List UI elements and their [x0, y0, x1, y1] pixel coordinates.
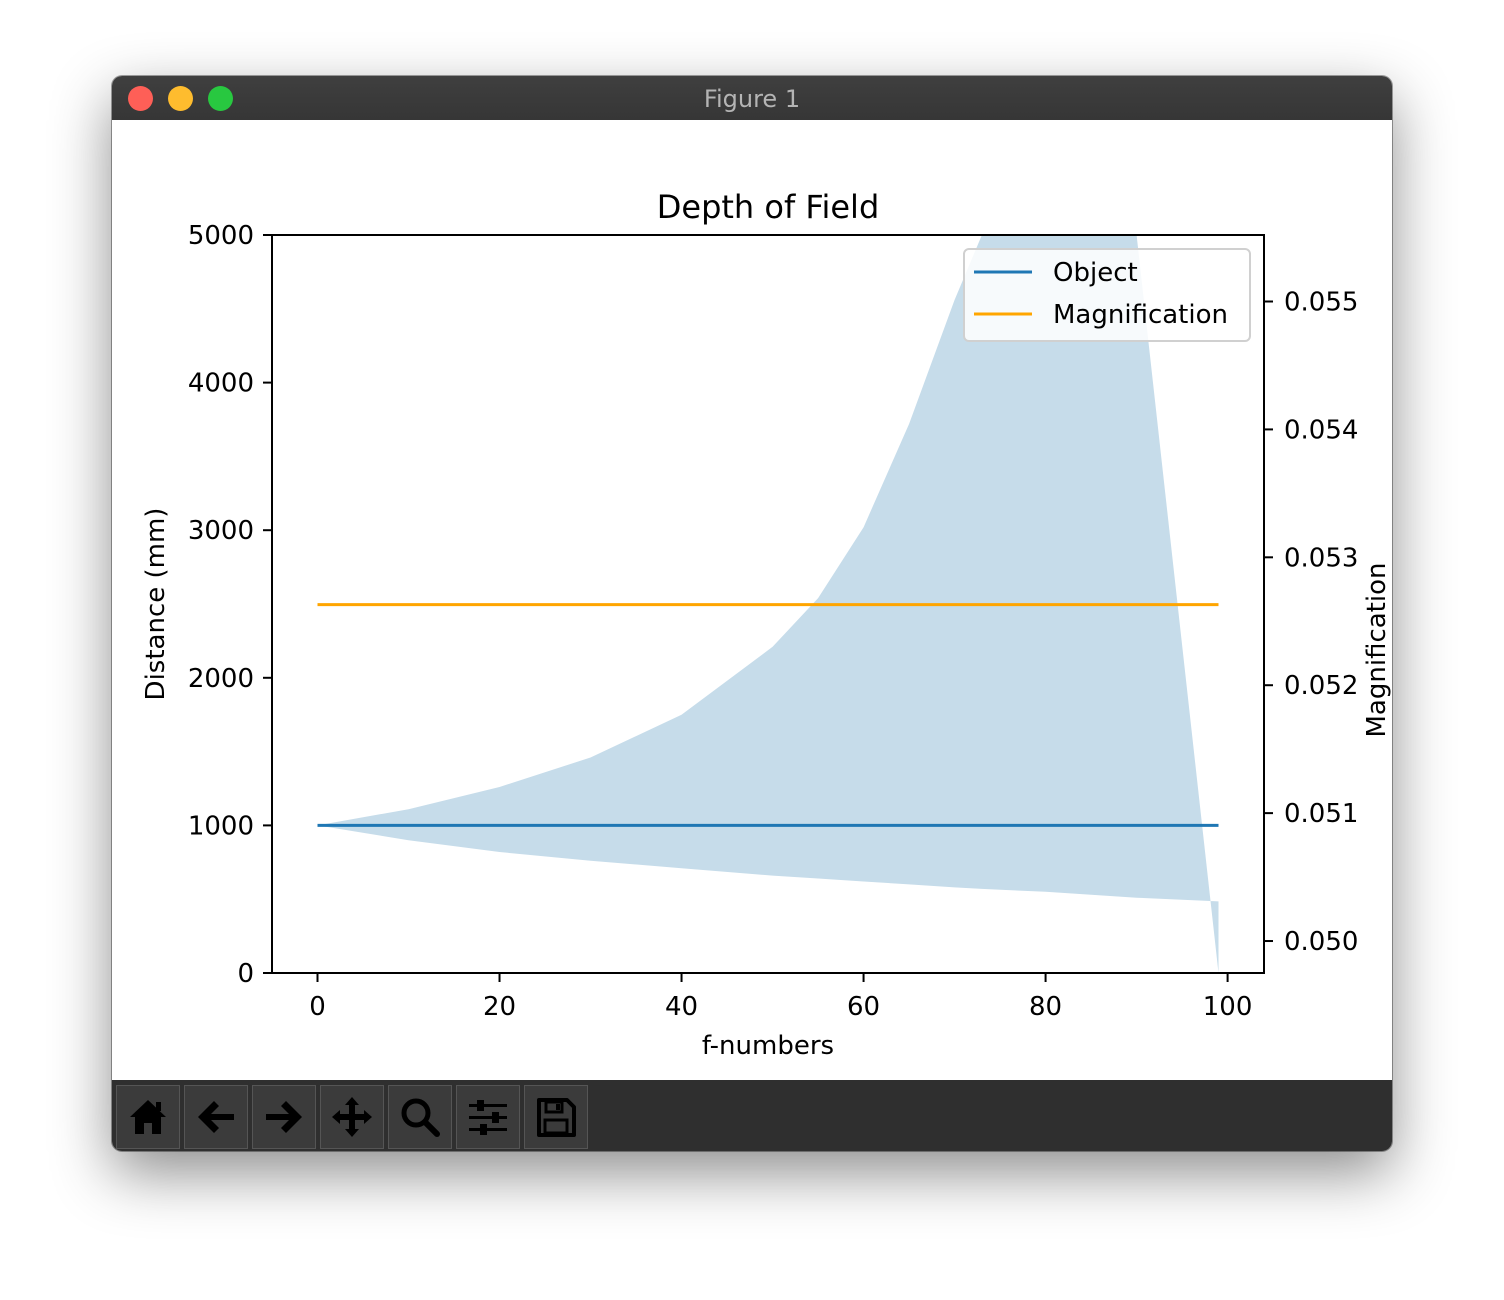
save-button[interactable]: [524, 1085, 588, 1149]
sliders-icon: [469, 1100, 507, 1135]
depth-of-field-band: [317, 235, 1219, 973]
figure-canvas[interactable]: 0 20 40 60 80 100 0 1000 2000 3000 4000 5000 0.050…: [112, 120, 1392, 1080]
move-icon: [332, 1097, 372, 1137]
title-bar: Figure 1: [112, 76, 1392, 121]
plot-frame: [271, 234, 1265, 974]
legend-label-magnification: Magnification: [1053, 300, 1228, 330]
legend-label-object: Object: [1053, 258, 1138, 288]
y2-axis-label: Magnification: [1362, 563, 1392, 738]
magnifier-icon: [401, 1098, 440, 1137]
pan-button[interactable]: [320, 1085, 384, 1149]
chart-title: Depth of Field: [657, 188, 880, 226]
zoom-window-button[interactable]: [208, 86, 233, 111]
legend-box: [963, 248, 1251, 342]
chart: 0 20 40 60 80 100 0 1000 2000 3000 4000 5000 0.050…: [141, 188, 1392, 1061]
back-button[interactable]: [184, 1085, 248, 1149]
x-tick-label: 60: [847, 992, 880, 1022]
arrow-left-icon: [198, 1101, 234, 1133]
legend: Object Magnification: [963, 248, 1251, 342]
y-tick-label: 1000: [188, 811, 254, 841]
x-tick-label: 100: [1203, 992, 1253, 1022]
y2-tick-label: 0.054: [1284, 415, 1358, 445]
navigation-toolbar: [112, 1080, 1392, 1151]
y2-tick-label: 0.053: [1284, 543, 1358, 573]
zoom-button[interactable]: [388, 1085, 452, 1149]
x-tick-label: 80: [1029, 992, 1062, 1022]
y-tick-label: 0: [237, 959, 254, 989]
y-tick-label: 2000: [188, 664, 254, 694]
y2-tick-label: 0.055: [1284, 288, 1358, 318]
forward-button[interactable]: [252, 1085, 316, 1149]
y-tick-label: 4000: [188, 369, 254, 399]
home-button[interactable]: [116, 1085, 180, 1149]
close-window-button[interactable]: [128, 86, 153, 111]
x-tick-label: 20: [483, 992, 516, 1022]
y-axis-label: Distance (mm): [141, 508, 171, 701]
y-tick-label: 3000: [188, 516, 254, 546]
y-tick-label: 5000: [188, 221, 254, 251]
x-tick-label: 0: [309, 992, 326, 1022]
configure-subplots-button[interactable]: [456, 1085, 520, 1149]
floppy-disk-icon: [537, 1098, 576, 1137]
arrow-right-icon: [266, 1101, 302, 1133]
home-icon: [130, 1100, 166, 1134]
x-axis-label: f-numbers: [702, 1031, 834, 1061]
y2-tick-label: 0.050: [1284, 927, 1358, 957]
y2-tick-label: 0.052: [1284, 671, 1358, 701]
x-tick-label: 40: [665, 992, 698, 1022]
window-title: Figure 1: [703, 85, 801, 113]
figure-window: Figure 1 0 20 40 60 80 100 0 1000 2000 3000 4000 5…: [112, 76, 1392, 1151]
y2-tick-label: 0.051: [1284, 799, 1358, 829]
minimize-window-button[interactable]: [168, 86, 193, 111]
